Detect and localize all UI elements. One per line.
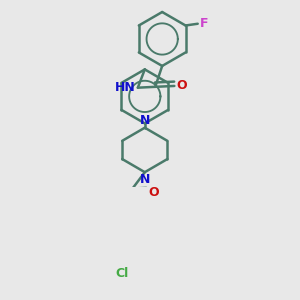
Text: Cl: Cl bbox=[116, 267, 129, 280]
Text: HN: HN bbox=[115, 81, 136, 94]
Text: F: F bbox=[200, 17, 209, 30]
Text: O: O bbox=[148, 186, 159, 199]
Text: O: O bbox=[176, 80, 187, 92]
Text: N: N bbox=[140, 173, 150, 186]
Text: N: N bbox=[140, 114, 150, 127]
